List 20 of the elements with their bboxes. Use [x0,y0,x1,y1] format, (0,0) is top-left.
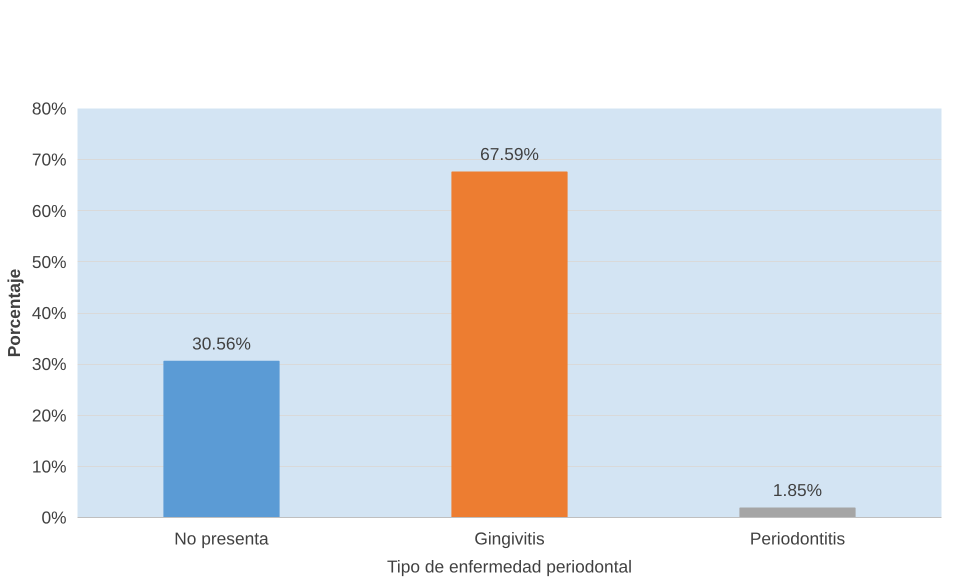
bar [451,171,568,518]
bar [739,508,856,518]
y-tick-label: 40% [32,303,67,323]
y-tick-label: 0% [41,508,66,528]
x-tick-label: Gingivitis [474,528,545,548]
y-tick-label: 80% [32,98,67,118]
data-label: 67.59% [480,144,539,164]
y-axis-title: Porcentaje [4,268,24,358]
y-tick-label: 20% [32,405,67,426]
y-tick-label: 30% [32,354,67,374]
y-tick-label: 60% [32,200,67,221]
y-tick-label: 10% [32,456,67,476]
data-label: 1.85% [772,480,822,500]
y-tick-label: 70% [32,150,67,170]
x-axis-title: Tipo de enfermedad periodontal [386,556,632,576]
data-label: 30.56% [192,333,251,354]
x-tick-label: No presenta [174,528,270,548]
bar [163,360,280,518]
x-tick-label: Periodontitis [750,528,846,548]
y-tick-label: 50% [32,252,67,272]
